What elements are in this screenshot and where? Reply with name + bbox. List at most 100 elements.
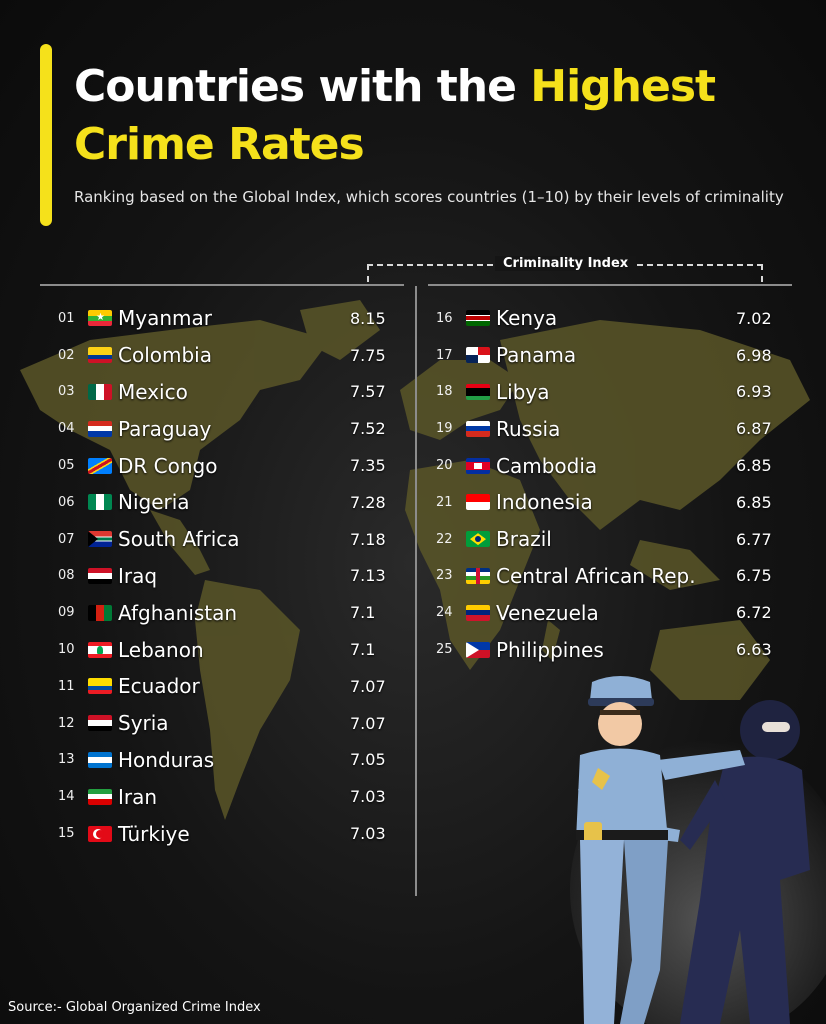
column-divider <box>415 286 417 896</box>
page-title: Countries with the Highest Crime Rates <box>74 58 814 174</box>
country-name: Cambodia <box>496 453 598 478</box>
criminality-score: 6.85 <box>736 492 772 512</box>
ranking-row: 15 Türkiye 7.03 <box>58 815 398 852</box>
panama-flag-icon <box>466 347 490 364</box>
criminality-score: 7.52 <box>350 419 386 439</box>
rank-number: 13 <box>58 752 75 768</box>
title-line1: Countries with the <box>74 61 531 112</box>
rank-number: 21 <box>436 494 453 510</box>
criminality-score: 6.93 <box>736 382 772 402</box>
ranking-row: 19 Russia 6.87 <box>436 410 786 447</box>
ranking-row: 11 Ecuador 7.07 <box>58 668 398 705</box>
ranking-row: 20 Cambodia 6.85 <box>436 447 786 484</box>
rank-number: 25 <box>436 642 453 658</box>
rank-number: 06 <box>58 494 75 510</box>
country-name: Syria <box>118 711 169 736</box>
country-name: Nigeria <box>118 490 190 515</box>
ranking-row: 03 Mexico 7.57 <box>58 374 398 411</box>
country-name: Ecuador <box>118 674 200 699</box>
ranking-row: 25 Philippines 6.63 <box>436 631 786 668</box>
rank-number: 24 <box>436 605 453 621</box>
ranking-row: 13 Honduras 7.05 <box>58 742 398 779</box>
criminality-score: 8.15 <box>350 308 386 328</box>
country-name: Panama <box>496 343 577 368</box>
ranking-row: 01 ★ Myanmar 8.15 <box>58 300 398 337</box>
rank-number: 02 <box>58 347 75 363</box>
criminality-score: 6.98 <box>736 345 772 365</box>
criminal-figure <box>680 700 810 1024</box>
rank-number: 16 <box>436 310 453 326</box>
accent-bar <box>40 44 52 226</box>
criminality-score: 7.28 <box>350 492 386 512</box>
iraq-flag-icon <box>88 567 112 584</box>
ranking-row: 14 Iran 7.03 <box>58 778 398 815</box>
country-name: Russia <box>496 416 561 441</box>
libya-flag-icon <box>466 383 490 400</box>
criminality-score: 7.07 <box>350 713 386 733</box>
syria-flag-icon <box>88 715 112 732</box>
criminality-score: 7.03 <box>350 824 386 844</box>
indonesia-flag-icon <box>466 494 490 511</box>
turkiye-flag-icon <box>88 825 112 842</box>
country-name: Venezuela <box>496 600 599 625</box>
rank-number: 10 <box>58 642 75 658</box>
header-rule-left <box>40 284 404 286</box>
ranking-row: 12 Syria 7.07 <box>58 705 398 742</box>
myanmar-flag-icon: ★ <box>88 310 112 327</box>
criminality-score: 7.18 <box>350 529 386 549</box>
country-name: Honduras <box>118 747 215 772</box>
country-name: Iran <box>118 784 158 809</box>
ranking-row: 05 DR Congo 7.35 <box>58 447 398 484</box>
mexico-flag-icon <box>88 383 112 400</box>
title-highlight-1: Highest <box>530 61 716 112</box>
country-name: Central African Rep. <box>496 563 696 588</box>
criminality-score: 6.77 <box>736 529 772 549</box>
drcongo-flag-icon <box>88 457 112 474</box>
criminality-score: 7.13 <box>350 566 386 586</box>
criminality-index-label: Criminality Index <box>495 256 637 271</box>
header-rule-right <box>428 284 792 286</box>
philippines-flag-icon <box>466 641 490 658</box>
rank-number: 08 <box>58 568 75 584</box>
criminality-score: 6.63 <box>736 640 772 660</box>
ranking-row: 16 Kenya 7.02 <box>436 300 786 337</box>
title-highlight-2: Crime Rates <box>74 119 365 170</box>
country-name: Iraq <box>118 563 158 588</box>
criminality-score: 6.75 <box>736 566 772 586</box>
country-name: Türkiye <box>118 821 190 846</box>
ranking-row: 24 Venezuela 6.72 <box>436 594 786 631</box>
country-name: South Africa <box>118 527 240 552</box>
criminality-score: 7.35 <box>350 456 386 476</box>
ranking-row: 06 Nigeria 7.28 <box>58 484 398 521</box>
ranking-row: 17 Panama 6.98 <box>436 337 786 374</box>
rank-number: 01 <box>58 310 75 326</box>
rank-number: 04 <box>58 421 75 437</box>
rank-number: 15 <box>58 826 75 842</box>
country-name: Indonesia <box>496 490 593 515</box>
country-name: Kenya <box>496 306 558 331</box>
afghanistan-flag-icon <box>88 604 112 621</box>
rank-number: 22 <box>436 531 453 547</box>
criminality-score: 7.03 <box>350 787 386 807</box>
car-flag-icon <box>466 567 490 584</box>
ranking-row: 10 Lebanon 7.1 <box>58 631 398 668</box>
rank-number: 20 <box>436 458 453 474</box>
cambodia-flag-icon <box>466 457 490 474</box>
criminality-score: 7.1 <box>350 603 376 623</box>
country-name: Mexico <box>118 379 188 404</box>
source-note: Source:- Global Organized Crime Index <box>8 1000 261 1015</box>
country-name: Libya <box>496 379 550 404</box>
rank-number: 07 <box>58 531 75 547</box>
rank-number: 03 <box>58 384 75 400</box>
rank-number: 09 <box>58 605 75 621</box>
police-officer-figure <box>576 676 745 1024</box>
country-name: Myanmar <box>118 306 212 331</box>
rank-number: 23 <box>436 568 453 584</box>
ecuador-flag-icon <box>88 678 112 695</box>
rank-number: 05 <box>58 458 75 474</box>
iran-flag-icon <box>88 788 112 805</box>
ranking-row: 08 Iraq 7.13 <box>58 558 398 595</box>
ranking-row: 21 Indonesia 6.85 <box>436 484 786 521</box>
rank-number: 14 <box>58 789 75 805</box>
ranking-row: 04 Paraguay 7.52 <box>58 410 398 447</box>
